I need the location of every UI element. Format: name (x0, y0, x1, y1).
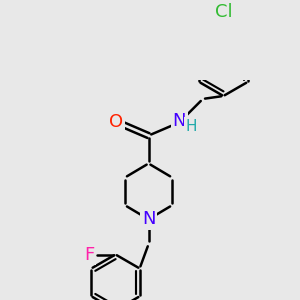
Text: H: H (185, 118, 197, 134)
Text: N: N (142, 210, 155, 228)
Text: F: F (84, 245, 94, 263)
Text: Cl: Cl (214, 3, 232, 21)
Text: O: O (109, 113, 123, 131)
Text: N: N (172, 112, 186, 130)
